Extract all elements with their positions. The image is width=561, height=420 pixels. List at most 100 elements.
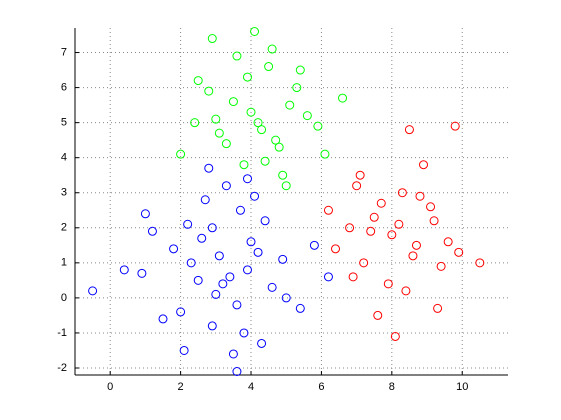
scatter-point [355, 170, 365, 180]
y-tick-label: 2 [61, 222, 67, 234]
scatter-point [242, 72, 252, 82]
scatter-point [376, 198, 386, 208]
scatter-point [373, 310, 383, 320]
scatter-point [369, 212, 379, 222]
y-tick-label: 1 [61, 257, 67, 269]
scatter-point [359, 258, 369, 268]
y-tick-label: 6 [61, 81, 67, 93]
scatter-point [260, 216, 270, 226]
scatter-point [225, 272, 235, 282]
scatter-point [232, 300, 242, 310]
scatter-point [285, 100, 295, 110]
scatter-point [204, 163, 214, 173]
scatter-point [331, 244, 341, 254]
scatter-point [302, 111, 312, 121]
scatter-point [207, 321, 217, 331]
scatter-point [352, 181, 362, 191]
y-tick-label: 7 [61, 46, 67, 58]
scatter-point [221, 181, 231, 191]
x-tick-label: 2 [178, 381, 184, 393]
scatter-point [292, 83, 302, 93]
scatter-point [232, 51, 242, 61]
scatter-point [348, 272, 358, 282]
scatter-point [239, 328, 249, 338]
x-tick-label: 4 [248, 381, 254, 393]
scatter-point [323, 205, 333, 215]
scatter-point [221, 139, 231, 149]
y-tick-label: 4 [61, 152, 67, 164]
scatter-point [147, 226, 157, 236]
scatter-point [419, 160, 429, 170]
y-tick-label: 5 [61, 117, 67, 129]
scatter-point [119, 265, 129, 275]
scatter-point [404, 125, 414, 135]
x-tick-label: 0 [107, 381, 113, 393]
scatter-point [204, 86, 214, 96]
scatter-point [271, 135, 281, 145]
scatter-point [408, 251, 418, 261]
scatter-point [250, 191, 260, 201]
x-tick-label: 10 [456, 381, 468, 393]
scatter-point [207, 223, 217, 233]
scatter-point [267, 282, 277, 292]
scatter-point [454, 247, 464, 257]
scatter-point [366, 226, 376, 236]
scatter-point [429, 216, 439, 226]
scatter-point [140, 209, 150, 219]
scatter-point [320, 149, 330, 159]
scatter-point [295, 303, 305, 313]
scatter-point [253, 118, 263, 128]
scatter-point [193, 76, 203, 86]
y-tick-label: 0 [61, 292, 67, 304]
scatter-point [169, 244, 179, 254]
scatter-point [257, 125, 267, 135]
scatter-point [281, 293, 291, 303]
scatter-point [176, 307, 186, 317]
scatter-point [214, 128, 224, 138]
scatter-point [246, 107, 256, 117]
scatter-point [211, 114, 221, 124]
scatter-point [260, 156, 270, 166]
scatter-point [338, 93, 348, 103]
y-tick-label: 3 [61, 187, 67, 199]
scatter-point [313, 121, 323, 131]
scatter-point [242, 174, 252, 184]
scatter-point [278, 254, 288, 264]
scatter-point [475, 258, 485, 268]
scatter-point [264, 62, 274, 72]
scatter-point [278, 170, 288, 180]
scatter-point [295, 65, 305, 75]
scatter-point [267, 44, 277, 54]
scatter-point [253, 247, 263, 257]
scatter-point [433, 303, 443, 313]
scatter-point [450, 121, 460, 131]
x-tick-label: 6 [318, 381, 324, 393]
scatter-point [415, 191, 425, 201]
scatter-point [390, 331, 400, 341]
scatter-point [309, 240, 319, 250]
y-tick-label: -2 [57, 362, 67, 374]
scatter-point [137, 268, 147, 278]
scatter-point [190, 118, 200, 128]
scatter-point [179, 345, 189, 355]
scatter-point [214, 251, 224, 261]
scatter-point [207, 34, 217, 44]
scatter-point [200, 195, 210, 205]
x-tick-label: 8 [389, 381, 395, 393]
scatter-point [257, 338, 267, 348]
scatter-point [443, 237, 453, 247]
scatter-point [211, 289, 221, 299]
scatter-point [158, 314, 168, 324]
scatter-point [387, 230, 397, 240]
scatter-point [394, 219, 404, 229]
scatter-point [323, 272, 333, 282]
scatter-point [250, 27, 260, 37]
scatter-point [397, 188, 407, 198]
scatter-point [401, 286, 411, 296]
scatter-point [228, 349, 238, 359]
scatter-point [281, 181, 291, 191]
scatter-point [193, 275, 203, 285]
scatter-point [411, 240, 421, 250]
scatter-point [183, 219, 193, 229]
